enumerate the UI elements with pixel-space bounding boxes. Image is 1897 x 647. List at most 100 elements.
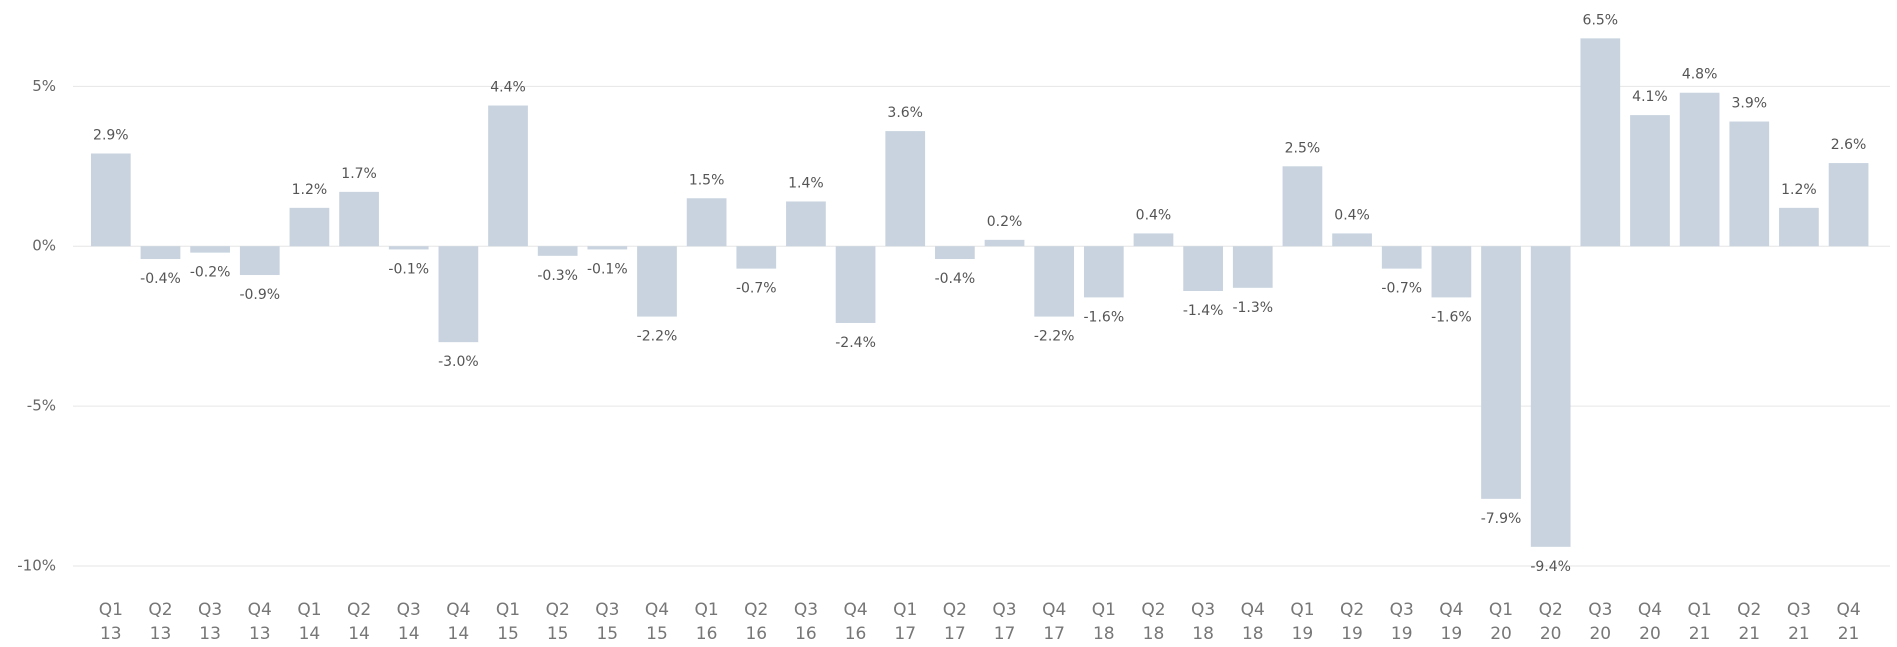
data-label: 0.4% xyxy=(1136,207,1172,223)
data-label: 2.6% xyxy=(1831,137,1867,153)
x-tick-label: Q3 18 xyxy=(1191,600,1216,644)
x-tick-label: Q3 13 xyxy=(198,600,223,644)
x-tick-label: Q4 13 xyxy=(247,600,272,644)
bar xyxy=(1679,92,1720,247)
data-label: -1.3% xyxy=(1232,300,1273,316)
bar xyxy=(1282,166,1323,247)
bar xyxy=(140,246,181,260)
bar xyxy=(1381,246,1422,269)
x-tick-label: Q1 16 xyxy=(694,600,719,644)
bar xyxy=(984,239,1025,247)
bar xyxy=(1232,246,1273,288)
x-tick-label: Q4 21 xyxy=(1836,600,1861,644)
x-tick-label: Q2 14 xyxy=(346,600,372,644)
bar xyxy=(1332,233,1372,247)
data-label: -1.4% xyxy=(1183,303,1224,319)
bar xyxy=(90,153,131,247)
x-tick-label: Q4 18 xyxy=(1240,600,1265,644)
data-label: 1.2% xyxy=(292,182,328,198)
bar xyxy=(438,246,479,343)
bar xyxy=(885,131,926,247)
bar xyxy=(1083,246,1124,298)
x-tick-label: Q2 15 xyxy=(545,600,570,644)
x-tick-label: Q1 18 xyxy=(1091,600,1116,644)
bar xyxy=(1580,38,1621,247)
y-tick-label: -10% xyxy=(17,557,56,575)
x-tick-label: Q2 18 xyxy=(1141,600,1166,644)
x-tick-label: Q3 15 xyxy=(595,600,620,644)
bar xyxy=(935,246,975,260)
x-tick-label: Q2 19 xyxy=(1339,600,1365,644)
x-tick-label: Q1 21 xyxy=(1687,600,1712,644)
data-label: -9.4% xyxy=(1530,559,1571,575)
data-label: -0.2% xyxy=(190,265,231,281)
x-tick-label: Q4 14 xyxy=(446,600,471,644)
bar xyxy=(1779,207,1819,247)
y-tick-label: 0% xyxy=(32,237,56,255)
x-tick-label: Q1 17 xyxy=(893,600,918,644)
x-tick-label: Q3 20 xyxy=(1588,600,1613,644)
bar xyxy=(339,191,379,247)
data-label: 2.5% xyxy=(1285,140,1321,156)
x-tick-label: Q4 16 xyxy=(843,600,868,644)
x-tick-label: Q3 14 xyxy=(396,600,421,644)
data-label: 3.9% xyxy=(1731,96,1767,112)
bar xyxy=(388,246,429,250)
bar xyxy=(1034,246,1075,317)
data-label: -0.4% xyxy=(935,271,976,287)
x-tick-label: Q3 17 xyxy=(992,600,1017,644)
data-label: -0.7% xyxy=(736,281,777,297)
bar xyxy=(736,246,777,269)
bar xyxy=(1431,246,1472,298)
bar xyxy=(1530,246,1571,547)
data-label: -0.1% xyxy=(587,261,628,277)
data-label: -0.7% xyxy=(1381,281,1422,297)
data-label: 4.1% xyxy=(1632,89,1668,105)
bar xyxy=(587,246,628,250)
bar xyxy=(537,246,578,256)
x-tick-label: Q1 13 xyxy=(98,600,123,644)
bar xyxy=(239,246,280,276)
data-label: -2.2% xyxy=(637,329,678,345)
data-label: 4.4% xyxy=(490,80,526,96)
data-label: 1.4% xyxy=(788,175,824,191)
x-tick-label: Q3 21 xyxy=(1786,600,1812,644)
x-tick-label: Q4 20 xyxy=(1637,600,1663,644)
bar xyxy=(1630,115,1670,247)
x-tick-label: Q2 16 xyxy=(744,600,769,644)
x-tick-label: Q2 13 xyxy=(148,600,173,644)
bar xyxy=(1828,163,1869,247)
x-tick-label: Q4 17 xyxy=(1042,600,1067,644)
x-tick-label: Q4 15 xyxy=(644,600,670,644)
bar xyxy=(488,105,528,247)
data-label: 1.7% xyxy=(341,166,377,182)
data-label: 4.8% xyxy=(1682,67,1718,83)
y-tick-label: 5% xyxy=(32,77,56,95)
bar xyxy=(1729,121,1770,247)
data-label: 6.5% xyxy=(1583,12,1619,28)
data-label: 1.2% xyxy=(1781,182,1817,198)
bar xyxy=(1133,233,1174,247)
x-tick-label: Q1 19 xyxy=(1290,600,1315,644)
data-label: -1.6% xyxy=(1084,309,1125,325)
x-tick-label: Q3 16 xyxy=(793,600,819,644)
data-label: 3.6% xyxy=(887,105,923,121)
bar xyxy=(786,201,826,247)
data-label: -0.9% xyxy=(239,287,280,303)
y-tick-label: -5% xyxy=(27,397,56,415)
bar xyxy=(190,246,230,253)
data-label: 2.9% xyxy=(93,127,129,143)
bar xyxy=(686,198,727,247)
x-tick-label: Q1 20 xyxy=(1488,600,1514,644)
bar xyxy=(1183,246,1223,291)
x-tick-label: Q1 15 xyxy=(495,600,521,644)
data-label: -2.2% xyxy=(1034,329,1075,345)
bar xyxy=(289,207,330,247)
data-label: -3.0% xyxy=(438,354,479,370)
x-tick-label: Q4 19 xyxy=(1439,600,1464,644)
data-label: -2.4% xyxy=(835,335,876,351)
bar xyxy=(637,246,677,317)
data-label: 0.2% xyxy=(987,214,1023,230)
data-label: 0.4% xyxy=(1334,207,1370,223)
